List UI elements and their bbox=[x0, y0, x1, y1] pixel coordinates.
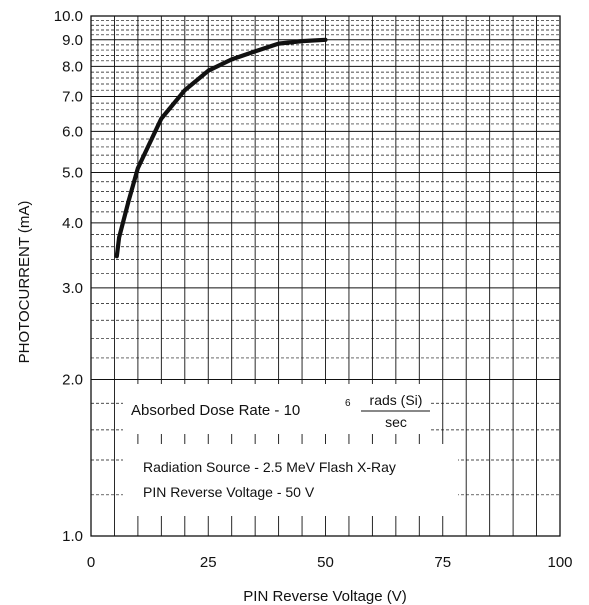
y-tick-label: 4.0 bbox=[62, 215, 83, 232]
y-tick-labels: 1.0 2.0 3.0 4.0 5.0 6.0 7.0 8.0 9.0 10.0 bbox=[54, 8, 83, 545]
y-axis-label: PHOTOCURRENT (mA) bbox=[16, 201, 33, 364]
reverse-voltage-text: PIN Reverse Voltage - 50 V bbox=[143, 484, 315, 500]
plot-frame bbox=[90, 15, 561, 537]
y-tick-label: 5.0 bbox=[62, 165, 83, 182]
y-tick-label: 3.0 bbox=[62, 280, 83, 297]
dose-rate-box bbox=[123, 384, 430, 434]
x-tick-label: 50 bbox=[317, 554, 334, 571]
x-tick-labels: 0 25 50 75 100 bbox=[87, 554, 573, 571]
x-tick-label: 0 bbox=[87, 554, 95, 571]
x-tick-label: 25 bbox=[200, 554, 217, 571]
x-tick-label: 100 bbox=[547, 554, 572, 571]
conditions-box bbox=[123, 444, 458, 516]
y-tick-label: 10.0 bbox=[54, 8, 83, 25]
dose-rate-prefix: Absorbed Dose Rate - 10 bbox=[131, 402, 300, 419]
y-tick-label: 8.0 bbox=[62, 58, 83, 75]
radiation-source-text: Radiation Source - 2.5 MeV Flash X-Ray bbox=[143, 459, 396, 475]
photocurrent-curve bbox=[114, 37, 328, 259]
y-tick-label: 7.0 bbox=[62, 89, 83, 106]
y-tick-label: 9.0 bbox=[62, 32, 83, 49]
y-tick-label: 1.0 bbox=[62, 528, 83, 545]
dose-units-numerator: rads (Si) bbox=[370, 392, 423, 408]
x-tick-label: 75 bbox=[434, 554, 451, 571]
x-axis-label: PIN Reverse Voltage (V) bbox=[243, 588, 406, 605]
dose-rate-exponent: 6 bbox=[345, 398, 351, 409]
dose-units-denominator: sec bbox=[385, 414, 407, 430]
y-tick-label: 2.0 bbox=[62, 371, 83, 388]
y-tick-label: 6.0 bbox=[62, 123, 83, 140]
